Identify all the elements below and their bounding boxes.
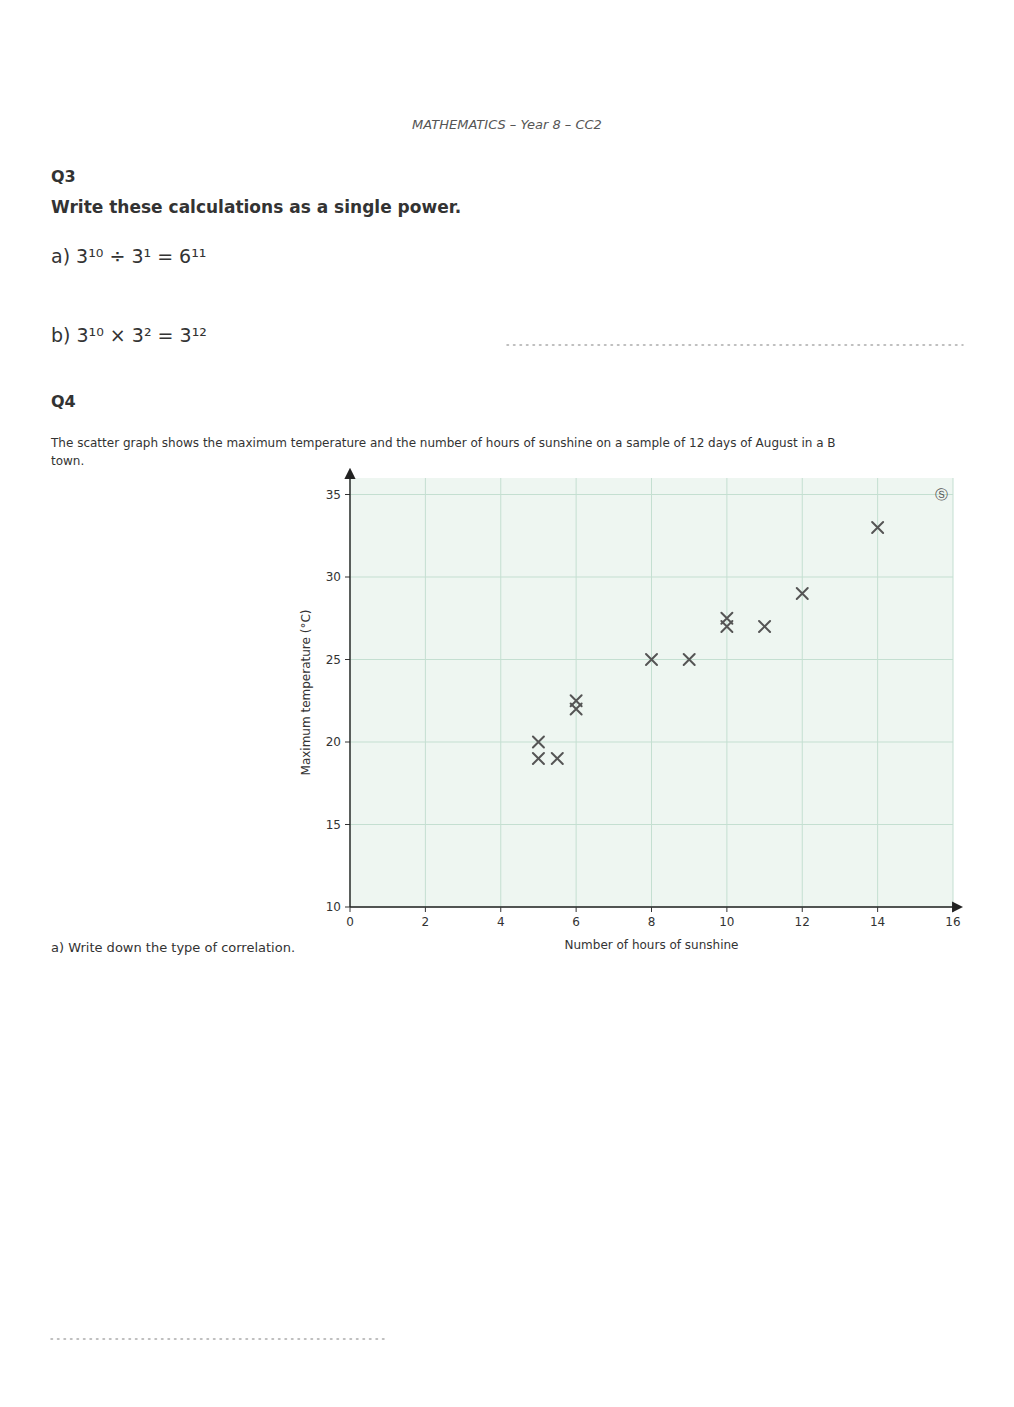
tick-mark [350, 907, 351, 912]
tick-label: 30 [326, 570, 341, 584]
tick-label: 20 [326, 735, 341, 749]
page: MATHEMATICS – Year 8 – CC2 Q3 Write these … [0, 0, 1014, 1407]
y-axis-label: Maximum temperature (°C) [299, 610, 313, 776]
tick-mark [953, 907, 954, 912]
tick-label: 35 [326, 488, 341, 502]
grid-line [651, 478, 652, 907]
grid-line [877, 478, 878, 907]
tick-mark [576, 907, 577, 912]
tick-mark [726, 907, 727, 912]
tick-mark [345, 494, 350, 495]
q3a: a) 3¹⁰ ÷ 3¹ = 6¹¹ [51, 245, 206, 267]
tick-label: 16 [945, 915, 960, 929]
scatter-point [797, 588, 808, 599]
tick-label: 6 [572, 915, 580, 929]
tick-label: 14 [870, 915, 885, 929]
x-axis-label: Number of hours of sunshine [565, 938, 739, 952]
grid-line [350, 577, 953, 578]
tick-mark [345, 907, 350, 908]
grid-line [726, 478, 727, 907]
tick-label: 4 [497, 915, 505, 929]
scatter-point [872, 522, 883, 533]
tick-label: 0 [346, 915, 354, 929]
scatter-point [721, 613, 732, 624]
q4a: a) Write down the type of correlation. [51, 940, 295, 955]
q4-description: town. [51, 454, 84, 468]
grid-line [425, 478, 426, 907]
scatter-point [646, 654, 657, 665]
tick-mark [425, 907, 426, 912]
grid-line [500, 478, 501, 907]
tick-mark [802, 907, 803, 912]
tick-label: 8 [648, 915, 656, 929]
q3b: b) 3¹⁰ × 3² = 3¹² [51, 324, 207, 346]
tick-label: 2 [422, 915, 430, 929]
page-title: MATHEMATICS – Year 8 – CC2 [412, 117, 602, 132]
grid-line [350, 494, 953, 495]
tick-label: 10 [326, 900, 341, 914]
tick-mark [345, 659, 350, 660]
points [533, 522, 883, 764]
q3-label: Q3 [51, 167, 76, 186]
tick-mark [651, 907, 652, 912]
scatter-point [571, 695, 582, 706]
scatter-point [533, 753, 544, 764]
plot-area [350, 478, 953, 907]
x-axis [350, 906, 961, 907]
answer-line [51, 1338, 385, 1340]
scatter-point [552, 753, 563, 764]
tick-mark [345, 577, 350, 578]
scatter-point [533, 737, 544, 748]
grid-line [350, 742, 953, 743]
tick-label: 15 [326, 818, 341, 832]
grid-line [802, 478, 803, 907]
answer-line [507, 344, 963, 346]
q4-label: Q4 [51, 392, 76, 411]
scatter-point [684, 654, 695, 665]
tick-label: 10 [719, 915, 734, 929]
q3-instruction: Write these calculations as a single pow… [51, 197, 461, 217]
tick-mark [500, 907, 501, 912]
grid-line [953, 478, 954, 907]
grid-line [350, 824, 953, 825]
scatter-chart: 0 2 4 6 8 10 12 14 16 10 15 20 25 30 35 Ⓢ Number of hour… [299, 470, 961, 952]
tick-label: 12 [795, 915, 810, 929]
tick-mark [877, 907, 878, 912]
q4-description: The scatter graph shows the maximum temp… [50, 436, 836, 450]
scatter-point [759, 621, 770, 632]
y-axis [349, 470, 350, 907]
background [0, 0, 1014, 1407]
tick-mark [345, 742, 350, 743]
grid-line [576, 478, 577, 907]
symbol: Ⓢ [935, 487, 948, 502]
tick-mark [345, 824, 350, 825]
tick-label: 25 [326, 653, 341, 667]
